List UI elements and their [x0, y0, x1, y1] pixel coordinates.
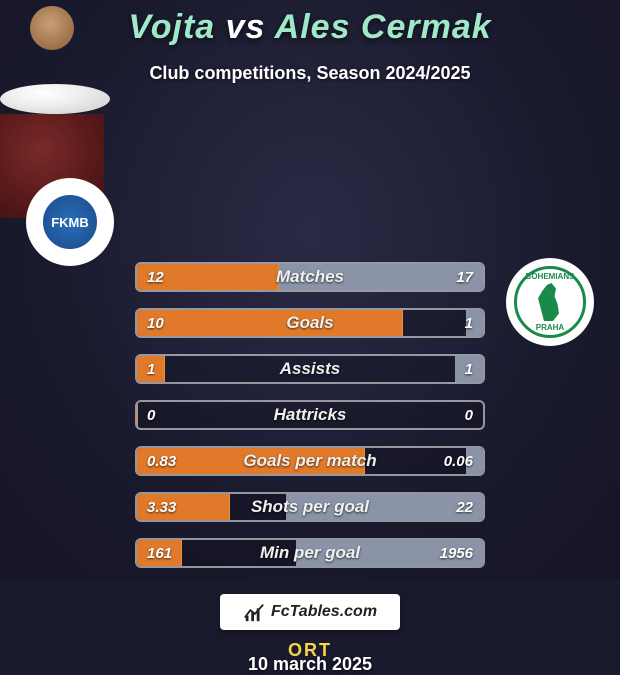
- brand-text: FcTables.com: [271, 603, 377, 621]
- stat-label: Assists: [137, 356, 483, 382]
- club-right-top: BOHEMIANS: [526, 272, 575, 281]
- stat-row: Goals101: [135, 308, 485, 338]
- stat-row: Min per goal1611956: [135, 538, 485, 568]
- stat-value-left: 0: [147, 402, 155, 428]
- chart-icon: [243, 601, 265, 623]
- subtitle: Club competitions, Season 2024/2025: [0, 63, 620, 84]
- player1-club-logo: FKMB: [26, 178, 114, 266]
- bar-right-fill: [466, 310, 483, 336]
- stat-row: Hattricks0 0: [135, 400, 485, 430]
- brand-badge: FcTables.com: [220, 594, 400, 630]
- stats-bars: Matches1217 Goals101 Assists11 Hattricks0 0 G…: [135, 262, 485, 568]
- bar-left-fill: [137, 540, 182, 566]
- stat-row: Shots per goal3.3322: [135, 492, 485, 522]
- kangaroo-icon: [535, 283, 565, 321]
- bar-right-fill: [279, 264, 483, 290]
- player2-club-logo: BOHEMIANS PRAHA: [506, 258, 594, 346]
- bar-left-fill: [137, 448, 365, 474]
- bar-right-fill: [296, 540, 483, 566]
- comparison-title: Vojta vs Ales Cermak: [0, 0, 620, 47]
- stat-label: Hattricks: [137, 402, 483, 428]
- player1-name: Vojta: [128, 8, 215, 46]
- player1-avatar: [0, 84, 110, 114]
- club-left-text: FKMB: [37, 189, 103, 255]
- vs-text: vs: [226, 8, 266, 46]
- bar-right-fill: [455, 356, 483, 382]
- stat-row: Goals per match0.830.06: [135, 446, 485, 476]
- club-right-bottom: PRAHA: [536, 323, 564, 332]
- bar-right-fill: [286, 494, 483, 520]
- bar-left-fill: [137, 402, 138, 428]
- stat-value-right: 0: [465, 402, 473, 428]
- stat-row: Assists11: [135, 354, 485, 384]
- bar-left-fill: [137, 356, 165, 382]
- bar-left-fill: [137, 494, 230, 520]
- player2-name: Ales Cermak: [275, 8, 492, 46]
- bar-right-fill: [466, 448, 483, 474]
- stat-row: Matches1217: [135, 262, 485, 292]
- bar-left-fill: [137, 310, 403, 336]
- bar-left-fill: [137, 264, 279, 290]
